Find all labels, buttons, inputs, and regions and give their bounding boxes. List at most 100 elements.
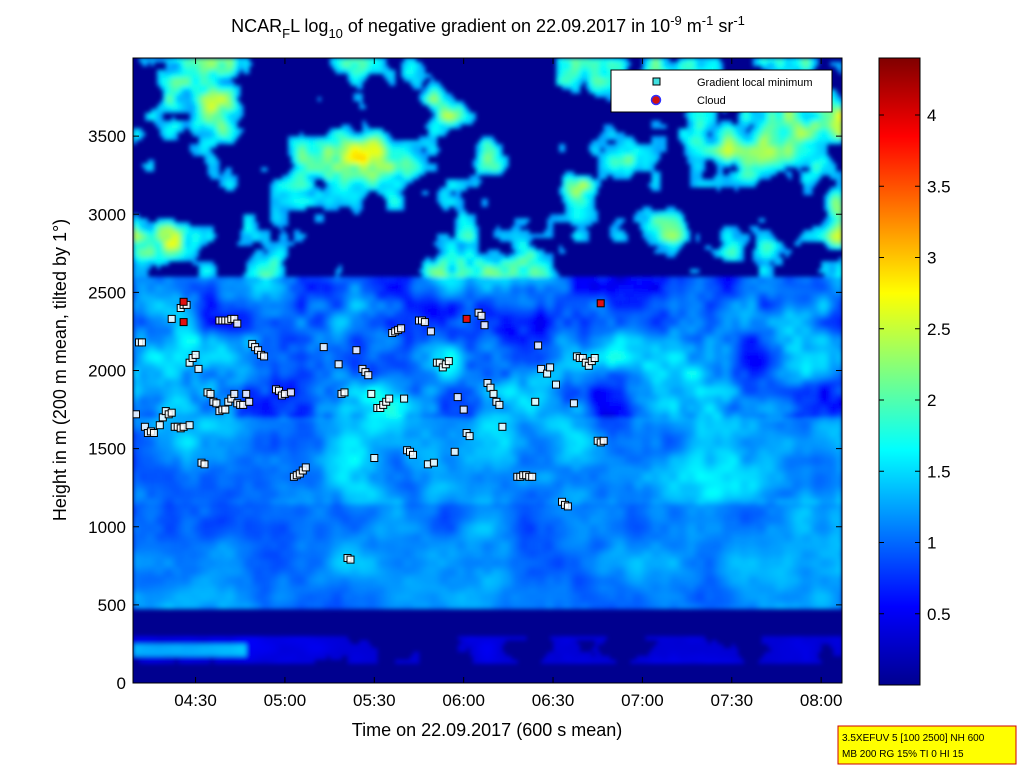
heatmap-cell: [187, 562, 190, 566]
heatmap-cell: [157, 453, 160, 457]
heatmap-cell: [172, 296, 175, 300]
heatmap-cell: [160, 433, 163, 437]
heatmap-cell: [145, 492, 148, 496]
heatmap-cell: [133, 421, 136, 425]
heatmap-cell: [169, 230, 172, 234]
heatmap-cell: [225, 585, 228, 589]
heatmap-cell: [169, 355, 172, 359]
heatmap-cell: [184, 109, 187, 113]
heatmap-cell: [234, 480, 237, 484]
heatmap-cell: [151, 546, 154, 550]
heatmap-cell: [145, 519, 148, 523]
heatmap-cell: [181, 378, 184, 382]
heatmap-cell: [154, 300, 157, 304]
heatmap-cell: [142, 234, 145, 238]
heatmap-cell: [172, 394, 175, 398]
heatmap-cell: [213, 425, 216, 429]
heatmap-cell: [246, 550, 249, 554]
heatmap-cell: [157, 652, 160, 656]
heatmap-cell: [252, 464, 255, 468]
heatmap-cell: [231, 460, 234, 464]
heatmap-cell: [202, 589, 205, 593]
heatmap-cell: [207, 374, 210, 378]
heatmap-cell: [246, 288, 249, 292]
heatmap-cell: [145, 281, 148, 285]
heatmap-cell: [181, 230, 184, 234]
heatmap-cell: [219, 570, 222, 574]
heatmap-cell: [175, 296, 178, 300]
heatmap-cell: [210, 89, 213, 93]
heatmap-cell: [234, 117, 237, 121]
heatmap-cell: [213, 304, 216, 308]
heatmap-cell: [166, 484, 169, 488]
heatmap-cell: [178, 234, 181, 238]
heatmap-cell: [142, 531, 145, 535]
heatmap-cell: [139, 464, 142, 468]
heatmap-cell: [172, 101, 175, 105]
heatmap-cell: [216, 421, 219, 425]
heatmap-cell: [172, 128, 175, 132]
heatmap-cell: [210, 308, 213, 312]
heatmap-cell: [151, 488, 154, 492]
heatmap-cell: [237, 70, 240, 74]
heatmap-cell: [246, 578, 249, 582]
heatmap-cell: [207, 331, 210, 335]
heatmap-cell: [216, 597, 219, 601]
heatmap-cell: [160, 460, 163, 464]
heatmap-cell: [196, 468, 199, 472]
heatmap-cell: [210, 644, 213, 648]
heatmap-cell: [213, 554, 216, 558]
heatmap-cell: [207, 546, 210, 550]
heatmap-cell: [237, 507, 240, 511]
heatmap-cell: [139, 265, 142, 269]
heatmap-cell: [219, 85, 222, 89]
heatmap-cell: [196, 554, 199, 558]
heatmap-cell: [133, 511, 136, 515]
heatmap-cell: [193, 374, 196, 378]
heatmap-cell: [234, 566, 237, 570]
heatmap-cell: [178, 347, 181, 351]
heatmap-cell: [205, 117, 208, 121]
heatmap-cell: [252, 515, 255, 519]
heatmap-cell: [237, 328, 240, 332]
heatmap-cell: [175, 386, 178, 390]
heatmap-cell: [237, 660, 240, 664]
heatmap-cell: [163, 574, 166, 578]
heatmap-cell: [234, 660, 237, 664]
heatmap-cell: [216, 308, 219, 312]
heatmap-cell: [136, 281, 139, 285]
heatmap-cell: [231, 570, 234, 574]
heatmap-cell: [160, 429, 163, 433]
heatmap-cell: [181, 511, 184, 515]
heatmap-cell: [207, 656, 210, 660]
heatmap-cell: [196, 421, 199, 425]
heatmap-cell: [210, 640, 213, 644]
heatmap-cell: [193, 511, 196, 515]
heatmap-cell: [234, 503, 237, 507]
heatmap-cell: [172, 511, 175, 515]
heatmap-cell: [237, 277, 240, 281]
heatmap-cell: [181, 460, 184, 464]
heatmap-cell: [249, 644, 252, 648]
heatmap-cell: [243, 581, 246, 585]
heatmap-cell: [240, 636, 243, 640]
heatmap-cell: [172, 468, 175, 472]
heatmap-cell: [207, 519, 210, 523]
heatmap-cell: [157, 113, 160, 117]
heatmap-cell: [172, 464, 175, 468]
heatmap-cell: [133, 351, 136, 355]
heatmap-cell: [196, 390, 199, 394]
heatmap-cell: [181, 558, 184, 562]
heatmap-cell: [187, 402, 190, 406]
heatmap-cell: [139, 367, 142, 371]
heatmap-cell: [190, 542, 193, 546]
heatmap-cell: [166, 585, 169, 589]
heatmap-cell: [240, 531, 243, 535]
heatmap-cell: [145, 320, 148, 324]
heatmap-cell: [219, 378, 222, 382]
heatmap-cell: [243, 359, 246, 363]
heatmap-cell: [193, 410, 196, 414]
heatmap-cell: [154, 382, 157, 386]
heatmap-cell: [145, 269, 148, 273]
heatmap-cell: [175, 445, 178, 449]
